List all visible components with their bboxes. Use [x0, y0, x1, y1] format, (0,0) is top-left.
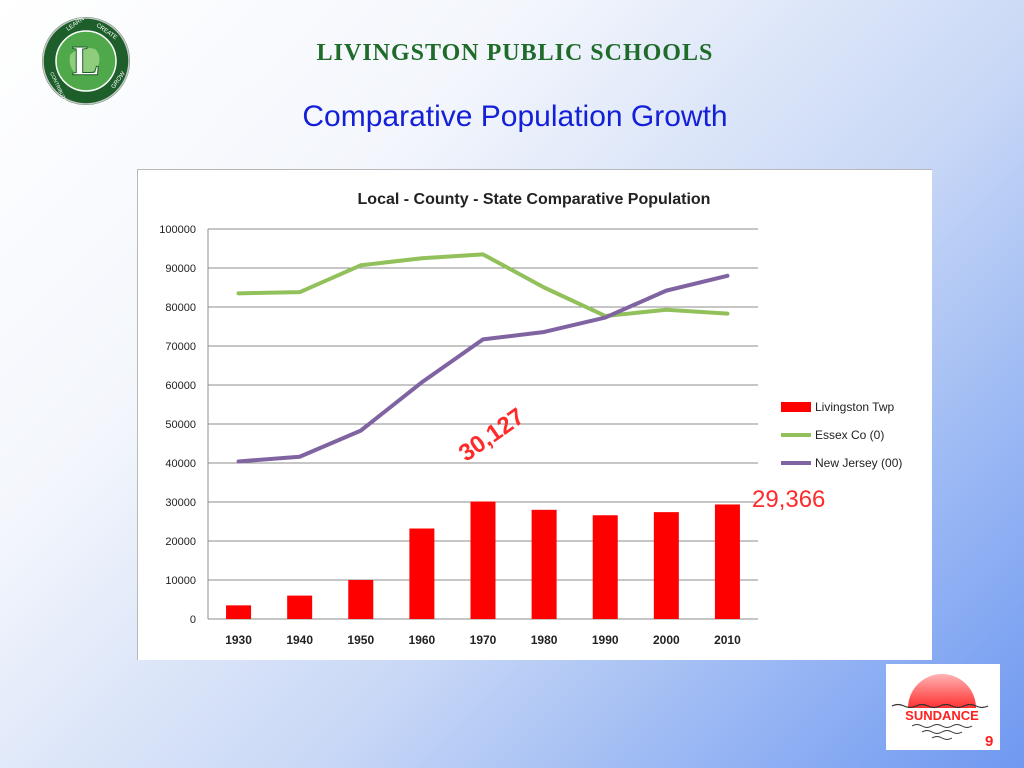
x-tick-label: 1960	[409, 633, 436, 647]
y-tick-label: 20000	[165, 536, 196, 548]
legend-label: New Jersey (00)	[815, 456, 902, 470]
bar-livingston-1930	[226, 605, 252, 619]
y-tick-label: 60000	[165, 380, 196, 392]
bar-livingston-1950	[348, 580, 374, 619]
y-tick-label: 40000	[165, 458, 196, 470]
x-tick-label: 1950	[347, 633, 374, 647]
bar-livingston-2000	[653, 512, 679, 619]
slide-title: Comparative Population Growth	[302, 100, 728, 133]
line-new-jersey	[236, 273, 730, 464]
y-tick-label: 80000	[165, 302, 196, 314]
x-axis-ticks: 1930 1940 1950 1960 1970 1980 1990 2000 2010	[225, 633, 741, 647]
legend: Livingston Twp Essex Co (0) New Jersey (00…	[781, 400, 902, 470]
x-tick-label: 1970	[470, 633, 497, 647]
svg-text:SUNDANCE: SUNDANCE	[905, 708, 979, 723]
bar-livingston-1990	[592, 515, 618, 619]
y-tick-label: 100000	[159, 224, 196, 236]
bar-livingston-1970	[470, 501, 496, 619]
line-essex-co	[236, 252, 730, 318]
x-tick-label: 1990	[592, 633, 619, 647]
legend-swatch	[781, 402, 811, 412]
latest-2010-callout: 29,366	[752, 486, 826, 513]
svg-text:L: L	[72, 39, 100, 85]
org-title: LIVINGSTON PUBLIC SCHOOLS	[316, 40, 714, 66]
y-tick-label: 50000	[165, 419, 196, 431]
x-tick-label: 1930	[225, 633, 252, 647]
x-tick-label: 1940	[286, 633, 313, 647]
bar-livingston-1960	[409, 528, 435, 619]
x-tick-label: 1980	[531, 633, 558, 647]
x-tick-label: 2000	[653, 633, 680, 647]
y-tick-label: 30000	[165, 497, 196, 509]
population-chart: Local - County - State Comparative Popul…	[159, 191, 902, 647]
legend-label: Essex Co (0)	[815, 428, 884, 442]
line-series	[236, 252, 730, 464]
chart-title: Local - County - State Comparative Popul…	[358, 191, 711, 208]
bar-livingston-1980	[531, 509, 557, 619]
bar-series	[226, 501, 740, 619]
x-tick-label: 2010	[714, 633, 741, 647]
legend-label: Livingston Twp	[815, 400, 894, 414]
y-axis-ticks: 0 10000 20000 30000 40000 50000 60000 70000 8000…	[159, 224, 196, 626]
y-tick-label: 0	[190, 614, 196, 626]
school-logo: L LEARN CREATE CONTRIBUTE GROW	[40, 15, 132, 107]
y-tick-label: 90000	[165, 263, 196, 275]
y-tick-label: 70000	[165, 341, 196, 353]
page-number: 9	[985, 733, 994, 750]
y-tick-label: 10000	[165, 575, 196, 587]
bar-livingston-1940	[287, 595, 313, 619]
chart-container: Local - County - State Comparative Popul…	[137, 169, 932, 660]
bar-livingston-2010	[714, 504, 740, 619]
sundance-logo: SUNDANCE	[886, 664, 1000, 750]
